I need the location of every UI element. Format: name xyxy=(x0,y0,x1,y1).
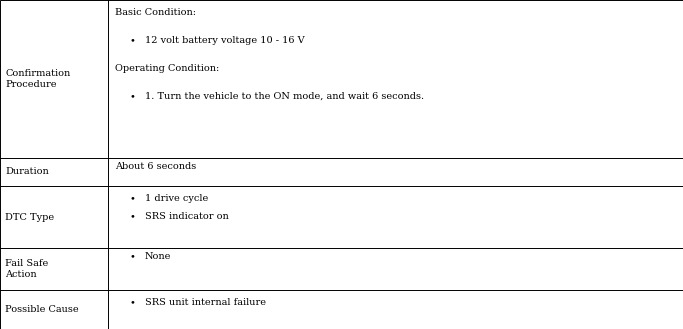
Text: None: None xyxy=(145,252,171,261)
Text: Confirmation
Procedure: Confirmation Procedure xyxy=(5,69,71,89)
Text: •: • xyxy=(130,194,136,203)
Text: •: • xyxy=(130,298,136,307)
Text: 1 drive cycle: 1 drive cycle xyxy=(145,194,208,203)
Text: •: • xyxy=(130,212,136,221)
Text: DTC Type: DTC Type xyxy=(5,213,55,221)
Text: SRS unit internal failure: SRS unit internal failure xyxy=(145,298,266,307)
Text: 12 volt battery voltage 10 - 16 V: 12 volt battery voltage 10 - 16 V xyxy=(145,36,305,45)
Text: Operating Condition:: Operating Condition: xyxy=(115,64,219,73)
Text: •: • xyxy=(130,36,136,45)
Text: About 6 seconds: About 6 seconds xyxy=(115,162,196,171)
Text: 1. Turn the vehicle to the ON mode, and wait 6 seconds.: 1. Turn the vehicle to the ON mode, and … xyxy=(145,92,424,101)
Text: Duration: Duration xyxy=(5,167,49,176)
Text: SRS indicator on: SRS indicator on xyxy=(145,212,229,221)
Text: Fail Safe
Action: Fail Safe Action xyxy=(5,259,48,279)
Text: Possible Cause: Possible Cause xyxy=(5,305,79,314)
Text: •: • xyxy=(130,92,136,101)
Text: Basic Condition:: Basic Condition: xyxy=(115,8,196,17)
Text: •: • xyxy=(130,252,136,261)
